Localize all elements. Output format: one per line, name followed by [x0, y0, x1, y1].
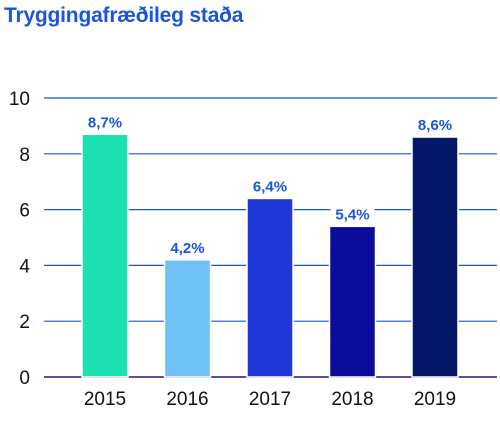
data-label-2016: 4,2% — [170, 240, 204, 257]
data-labels: 8,7% 4,2% 6,4% 5,4% 8,6% — [83, 112, 457, 257]
bar-2016 — [163, 259, 212, 378]
x-tick-label-2018: 2018 — [331, 389, 373, 410]
data-label-background — [83, 112, 127, 131]
x-axis-ticks: 2015 2016 2017 2018 2019 — [84, 389, 456, 410]
y-tick-label: 4 — [19, 256, 30, 277]
data-label-2019: 8,6% — [418, 117, 452, 134]
y-axis-ticks: 0 2 4 6 8 10 — [9, 89, 31, 389]
bar-2015 — [81, 133, 129, 378]
y-tick-label: 2 — [19, 312, 30, 333]
chart-title: Tryggingafræðileg staða — [4, 4, 244, 27]
x-tick-label-2017: 2017 — [249, 389, 291, 410]
data-label-2017: 6,4% — [253, 178, 287, 195]
data-label-background — [330, 204, 375, 223]
y-tick-label: 10 — [9, 89, 30, 110]
x-tick-label-2015: 2015 — [84, 389, 126, 410]
bar-2018 — [328, 225, 377, 378]
data-label-2015: 8,7% — [88, 114, 122, 131]
data-label-background — [165, 237, 210, 256]
bar-2017 — [246, 197, 294, 378]
bar-2019 — [411, 136, 459, 378]
data-label-background — [413, 115, 457, 134]
y-tick-label: 8 — [19, 145, 30, 166]
y-tick-label: 0 — [19, 368, 30, 389]
x-tick-label-2019: 2019 — [414, 389, 456, 410]
bars — [81, 133, 459, 378]
x-tick-label-2016: 2016 — [166, 389, 208, 410]
y-tick-label: 6 — [19, 201, 30, 222]
data-label-background — [248, 176, 292, 195]
data-label-2018: 5,4% — [335, 206, 369, 223]
